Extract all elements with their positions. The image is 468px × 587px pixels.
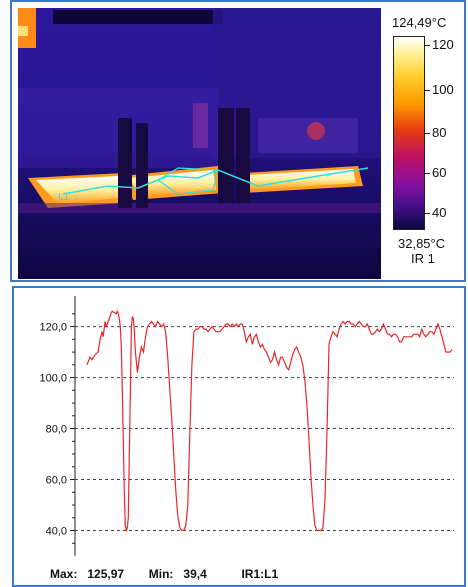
line-marker-label: L1: [58, 192, 70, 203]
scale-label-60: 60: [432, 164, 447, 180]
color-scale-bar: [393, 36, 425, 230]
thermal-image[interactable]: L1: [18, 8, 381, 279]
scale-tick-40: [424, 212, 430, 214]
y-tick-label-40: 40,0: [46, 526, 67, 538]
stat-min-value: 39,4: [183, 567, 207, 581]
stat-max-value: 125,97: [87, 567, 125, 581]
profile-chart[interactable]: 120,0 100,0 80,0 60,0 40,0: [14, 288, 464, 563]
stat-max-label: Max:: [50, 567, 78, 581]
y-tick-label-60: 60,0: [46, 475, 67, 487]
scale-tick-60: [424, 172, 430, 174]
y-tick-label-80: 80,0: [46, 424, 67, 436]
scale-tick-100: [424, 90, 430, 92]
y-tick-label-120: 120,0: [39, 322, 67, 334]
scale-tick-80: [424, 133, 430, 134]
thermal-view-panel: L1 124,49°C 120 100 80 60 40 32,85°C IR 1: [0, 0, 468, 282]
scale-max-temperature: 124,49°C: [392, 15, 447, 30]
scale-label-80: 80: [432, 125, 447, 140]
scale-tick-120: [424, 44, 430, 46]
scale-min-temperature: 32,85°C: [398, 236, 446, 251]
stat-min-label: Min:: [148, 567, 174, 581]
y-tick-label-100: 100,0: [39, 373, 67, 385]
stats-bar: Max: 125,97 Min: 39,4 IR1:L1: [50, 567, 288, 581]
profile-series-line: [86, 309, 453, 533]
scale-label-120: 120: [432, 36, 454, 52]
stat-source: IR1:L1: [241, 567, 279, 581]
scale-label-40: 40: [432, 204, 447, 220]
scale-label-100: 100: [432, 82, 454, 98]
image-id-label: IR 1: [411, 251, 435, 266]
